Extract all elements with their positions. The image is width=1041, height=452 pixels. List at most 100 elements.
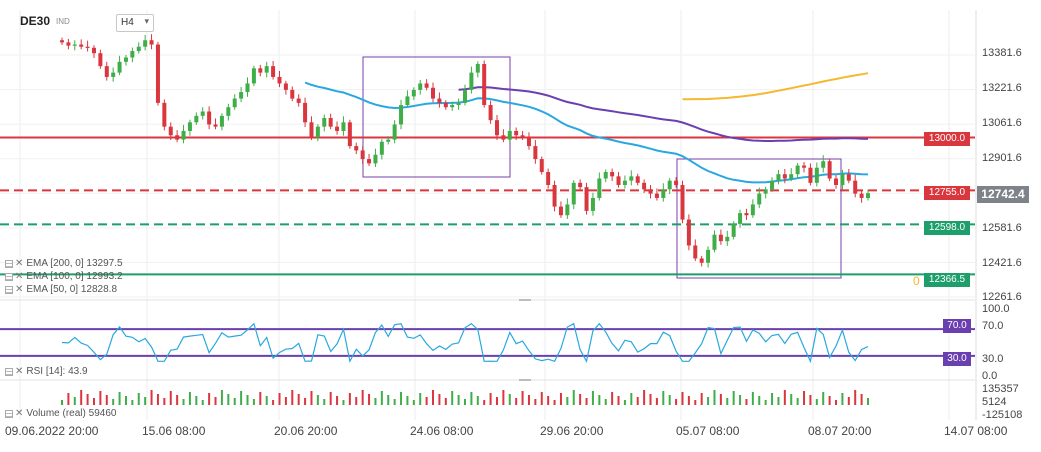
candle [405, 96, 410, 106]
volume-bar [163, 398, 166, 405]
candle [450, 105, 455, 108]
candle [706, 249, 711, 263]
candle [603, 172, 608, 179]
candle [60, 40, 64, 43]
candle [475, 63, 480, 73]
volume-bar [783, 390, 786, 405]
candle [379, 141, 384, 155]
candle [155, 44, 160, 103]
candle [290, 89, 295, 99]
close-icon[interactable]: ✕ [15, 366, 24, 377]
volume-bar [764, 400, 767, 405]
volume-tick: 135357 [982, 383, 1019, 395]
candle [232, 98, 237, 108]
candle [111, 72, 116, 77]
candle [814, 167, 819, 183]
candle [315, 126, 320, 138]
rsi-70-tag: 70.0 [943, 319, 971, 333]
volume-bar [623, 400, 626, 405]
candle [411, 89, 416, 97]
indicator-volume[interactable]: ✕ Volume (real) 59460 [5, 408, 116, 419]
volume-bar [233, 398, 236, 405]
candle [277, 76, 282, 84]
rsi-tick: 30.0 [982, 353, 1004, 365]
candle [866, 193, 870, 198]
level-12366-tag[interactable]: 12366.5 [924, 273, 970, 287]
volume-bar [272, 400, 275, 405]
volume-bar [758, 396, 761, 405]
volume-bar [240, 391, 243, 405]
candle [834, 178, 839, 185]
volume-panel [61, 390, 869, 405]
volume-bar [841, 393, 844, 405]
indicator-settings-icon[interactable] [5, 409, 13, 418]
candle [622, 180, 627, 185]
volume-bar [150, 390, 153, 405]
horizontal-levels[interactable] [0, 136, 975, 276]
volume-bar [611, 392, 614, 405]
close-icon[interactable]: ✕ [15, 271, 24, 282]
level-13000-tag[interactable]: 13000.0 [924, 132, 970, 146]
volume-bar [495, 397, 498, 405]
volume-bar [739, 395, 742, 405]
volume-bar [854, 390, 857, 405]
symbol-label[interactable]: DE30 [20, 14, 51, 28]
close-icon[interactable]: ✕ [15, 284, 24, 295]
level-12755-tag[interactable]: 12755.0 [924, 186, 970, 200]
ema100-line [458, 86, 869, 142]
volume-bar [681, 392, 684, 405]
volume-bar [406, 396, 409, 405]
volume-bar [521, 391, 524, 405]
candle [418, 83, 423, 90]
volume-bar [368, 394, 371, 405]
candle [859, 193, 864, 198]
candle [680, 184, 685, 220]
indicator-ema50[interactable]: ✕ EMA [50, 0] 12828.8 [5, 284, 117, 295]
volume-bar [604, 399, 607, 405]
indicator-rsi[interactable]: ✕ RSI [14]: 43.9 [5, 366, 88, 377]
indicator-settings-icon[interactable] [5, 259, 13, 268]
volume-bar [278, 393, 281, 405]
candle [488, 105, 493, 121]
indicator-settings-icon[interactable] [5, 285, 13, 294]
rsi-tick: 100.0 [982, 303, 1010, 315]
volume-bar [707, 397, 710, 405]
volume-bar [73, 397, 76, 405]
indicator-ema200[interactable]: ✕ EMA [200, 0] 13297.5 [5, 258, 123, 269]
time-tick: 20.06 20:00 [274, 424, 338, 438]
candle [642, 182, 647, 190]
price-tick: 12261.6 [982, 291, 1022, 303]
volume-bar [751, 392, 754, 405]
candle [136, 46, 141, 52]
level-12598-tag[interactable]: 12598.0 [924, 221, 970, 235]
volume-bar [598, 395, 601, 405]
indicator-settings-icon[interactable] [5, 367, 13, 376]
price-tick: 12581.6 [982, 222, 1022, 234]
volume-bar [444, 398, 447, 405]
volume-bar [502, 390, 505, 405]
volume-bar [105, 395, 108, 405]
indicator-ema100[interactable]: ✕ EMA [100, 0] 12993.2 [5, 271, 123, 282]
candle [693, 245, 698, 259]
candle [731, 223, 736, 237]
volume-bar [156, 394, 159, 405]
candle [750, 204, 755, 216]
volume-bar [860, 394, 863, 405]
close-icon[interactable]: ✕ [15, 408, 24, 419]
volume-bar [124, 396, 127, 405]
timeframe-dropdown[interactable]: H4 ▾ [116, 14, 154, 32]
volume-bar [220, 390, 223, 405]
close-icon[interactable]: ✕ [15, 258, 24, 269]
candle [239, 92, 244, 99]
volume-bar [99, 391, 102, 405]
volume-bar [515, 398, 518, 405]
price-tick: 13381.6 [982, 47, 1022, 59]
panel-resize-handle [519, 299, 531, 301]
candle [827, 161, 832, 179]
panel-separators[interactable] [0, 299, 975, 381]
candle [392, 124, 397, 140]
candle [386, 139, 391, 142]
indicator-settings-icon[interactable] [5, 272, 13, 281]
candle [143, 40, 148, 47]
